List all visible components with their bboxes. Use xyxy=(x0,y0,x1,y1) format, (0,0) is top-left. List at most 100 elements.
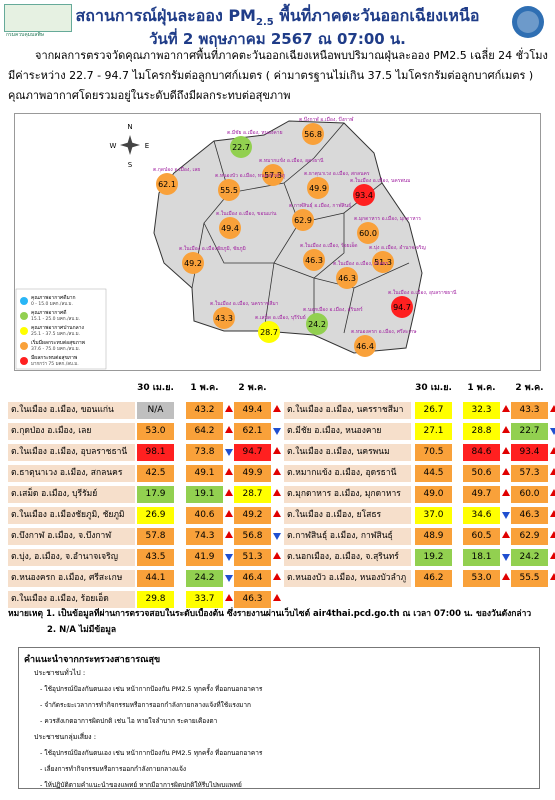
value-cell: 33.7 xyxy=(186,591,223,608)
value-cell: 49.4 xyxy=(234,402,271,419)
marker-label: ต.ในเมือง อ.เมือง, ขอนแก่น xyxy=(216,210,277,217)
legend-swatch xyxy=(20,342,28,350)
trend-arrow xyxy=(502,405,510,412)
compass-letter: S xyxy=(128,161,133,169)
trend-arrow xyxy=(273,573,281,580)
value-cell: 43.3 xyxy=(511,402,548,419)
advice-box xyxy=(18,647,540,789)
marker-label: ต.กาฬสินธุ์ อ.เมือง, กาฬสินธุ์ xyxy=(289,202,351,209)
value-cell: 51.3 xyxy=(234,549,271,566)
value-cell: 60.0 xyxy=(511,486,548,503)
marker-value: 49.2 xyxy=(184,259,202,268)
station-marker xyxy=(302,123,324,145)
value-cell: 37.0 xyxy=(415,507,452,524)
station-name: ต.ธาตุนาเวง อ.เมือง, สกลนคร xyxy=(8,465,135,482)
advice-item: - ใช้อุปกรณ์ป้องกันตนเอง เช่น หน้ากากป้อ… xyxy=(40,685,263,693)
title-sub: 2.5 xyxy=(255,17,274,29)
value-cell: 49.2 xyxy=(234,507,271,524)
value-cell: 46.3 xyxy=(511,507,548,524)
marker-label: ต.บึงกาฬ อ.เมือง, บึงกาฬ xyxy=(299,116,354,123)
value-cell: 40.6 xyxy=(186,507,223,524)
trend-arrow xyxy=(225,489,233,496)
marker-label: ต.บุ่ง อ.เมือง, อำนาจเจริญ xyxy=(369,244,426,251)
trend-arrow xyxy=(225,468,233,475)
value-cell: 49.0 xyxy=(415,486,452,503)
trend-arrow xyxy=(550,428,555,435)
trend-arrow xyxy=(273,510,281,517)
marker-label: ต.มุกดาหาร อ.เมือง, มุกดาหาร xyxy=(354,215,421,222)
station-marker xyxy=(303,249,325,271)
trend-arrow xyxy=(502,512,510,519)
legend-swatch xyxy=(20,357,28,365)
trend-arrow xyxy=(550,405,555,412)
advice-item: - เลี่ยงการทำกิจกรรมหรือการออกกำลังกายกล… xyxy=(40,765,187,773)
value-cell: 43.5 xyxy=(137,549,174,566)
advice-heading: ประชาชนกลุ่มเสี่ยง : xyxy=(34,733,97,741)
value-cell: 62.9 xyxy=(511,528,548,545)
marker-label: ต.ในเมือง อ.เมือง, ร้อยเอ็ด xyxy=(300,241,358,249)
station-marker xyxy=(219,217,241,239)
value-cell: 42.5 xyxy=(137,465,174,482)
trend-arrow xyxy=(225,426,233,433)
trend-arrow xyxy=(225,575,233,582)
note: หมายเหตุ 1. เป็นข้อมูลที่ผ่านการตรวจสอบใ… xyxy=(8,609,532,619)
station-marker xyxy=(372,251,394,273)
value-cell: 57.8 xyxy=(137,528,174,545)
value-cell: 32.3 xyxy=(463,402,500,419)
value-cell: 44.5 xyxy=(415,465,452,482)
logo-text: กรมควบคุมมลพิษ xyxy=(6,32,44,38)
trend-arrow xyxy=(273,447,281,454)
legend-label: มีผลกระทบต่อสุขภาพ xyxy=(31,354,77,361)
value-cell: 94.7 xyxy=(234,444,271,461)
value-cell: 50.6 xyxy=(463,465,500,482)
marker-value: 24.2 xyxy=(308,320,326,329)
value-cell: 19.1 xyxy=(186,486,223,503)
station-marker xyxy=(258,321,280,343)
station-name: ต.ในเมือง อ.เมือง, ขอนแก่น xyxy=(8,402,135,419)
station-marker xyxy=(230,136,252,158)
value-cell: 53.0 xyxy=(137,423,174,440)
compass xyxy=(120,135,140,155)
station-name: ต.บึงกาฬ อ.เมือง, จ.บึงกาฬ xyxy=(8,528,135,545)
station-name: ต.มุกดาหาร อ.เมือง, มุกดาหาร xyxy=(284,486,411,503)
column-header: 30 เม.ย. xyxy=(415,383,452,393)
marker-label: ต.นอกเมือง อ.เมือง, สุรินทร์ xyxy=(303,306,363,313)
station-name: ต.มีชัย อ.เมือง, หนองคาย xyxy=(284,423,411,440)
marker-label: ต.ในเมือง อ.เมือง, อุบลราชธานี xyxy=(388,289,457,296)
station-name: ต.ในเมือง อ.เมือง, นครพนม xyxy=(284,444,411,461)
trend-arrow xyxy=(225,405,233,412)
marker-label: ต.ในเมือง อ.เมืองชัยภูมิ, ชัยภูมิ xyxy=(179,245,246,252)
value-cell: N/A xyxy=(137,402,174,419)
advice-heading: ประชาชนทั่วไป : xyxy=(34,669,86,677)
station-name: ต.ในเมือง อ.เมือง, ร้อยเอ็ด xyxy=(8,591,135,608)
marker-value: 43.3 xyxy=(215,314,233,323)
title: สถานการณ์ฝุ่นละออง PM2.5 พื้นที่ภาคตะวัน… xyxy=(0,4,555,29)
station-marker xyxy=(213,307,235,329)
station-name: ต.บุ่ง, อ.เมือง, จ.อำนาจเจริญ xyxy=(8,549,135,566)
marker-value: 49.9 xyxy=(309,184,327,193)
station-marker xyxy=(182,252,204,274)
trend-arrow xyxy=(550,447,555,454)
value-cell: 26.9 xyxy=(137,507,174,524)
station-marker xyxy=(354,335,376,357)
marker-value: 57.3 xyxy=(264,171,282,180)
value-cell: 60.5 xyxy=(463,528,500,545)
legend-label: คุณภาพอากาศดีมาก xyxy=(31,294,76,301)
column-header: 2 พ.ค. xyxy=(515,383,544,393)
legend-range: 0 - 15.0 มคก./ลบ.ม. xyxy=(31,301,73,307)
station-name: ต.หนองครก อ.เมือง, ศรีสะเกษ xyxy=(8,570,135,587)
column-header: 30 เม.ย. xyxy=(137,383,174,393)
trend-arrow xyxy=(550,489,555,496)
trend-arrow xyxy=(502,447,510,454)
value-cell: 62.1 xyxy=(234,423,271,440)
date: วันที่ 2 พฤษภาคม 2567 ณ 07:00 น. xyxy=(149,30,406,48)
marker-value: 22.7 xyxy=(232,143,250,152)
station-marker xyxy=(353,184,375,206)
value-cell: 17.9 xyxy=(137,486,174,503)
station-name: ต.ในเมือง อ.เมือง, นครราชสีมา xyxy=(284,402,411,419)
marker-label: ต.มีชัย อ.เมือง, หนองคาย xyxy=(227,129,283,136)
station-name: ต.ในเมือง อ.เมือง, อุบลราชธานี xyxy=(8,444,135,461)
legend-label: คุณภาพอากาศดี xyxy=(31,309,66,316)
legend-swatch xyxy=(20,312,28,320)
marker-value: 56.8 xyxy=(304,130,322,139)
